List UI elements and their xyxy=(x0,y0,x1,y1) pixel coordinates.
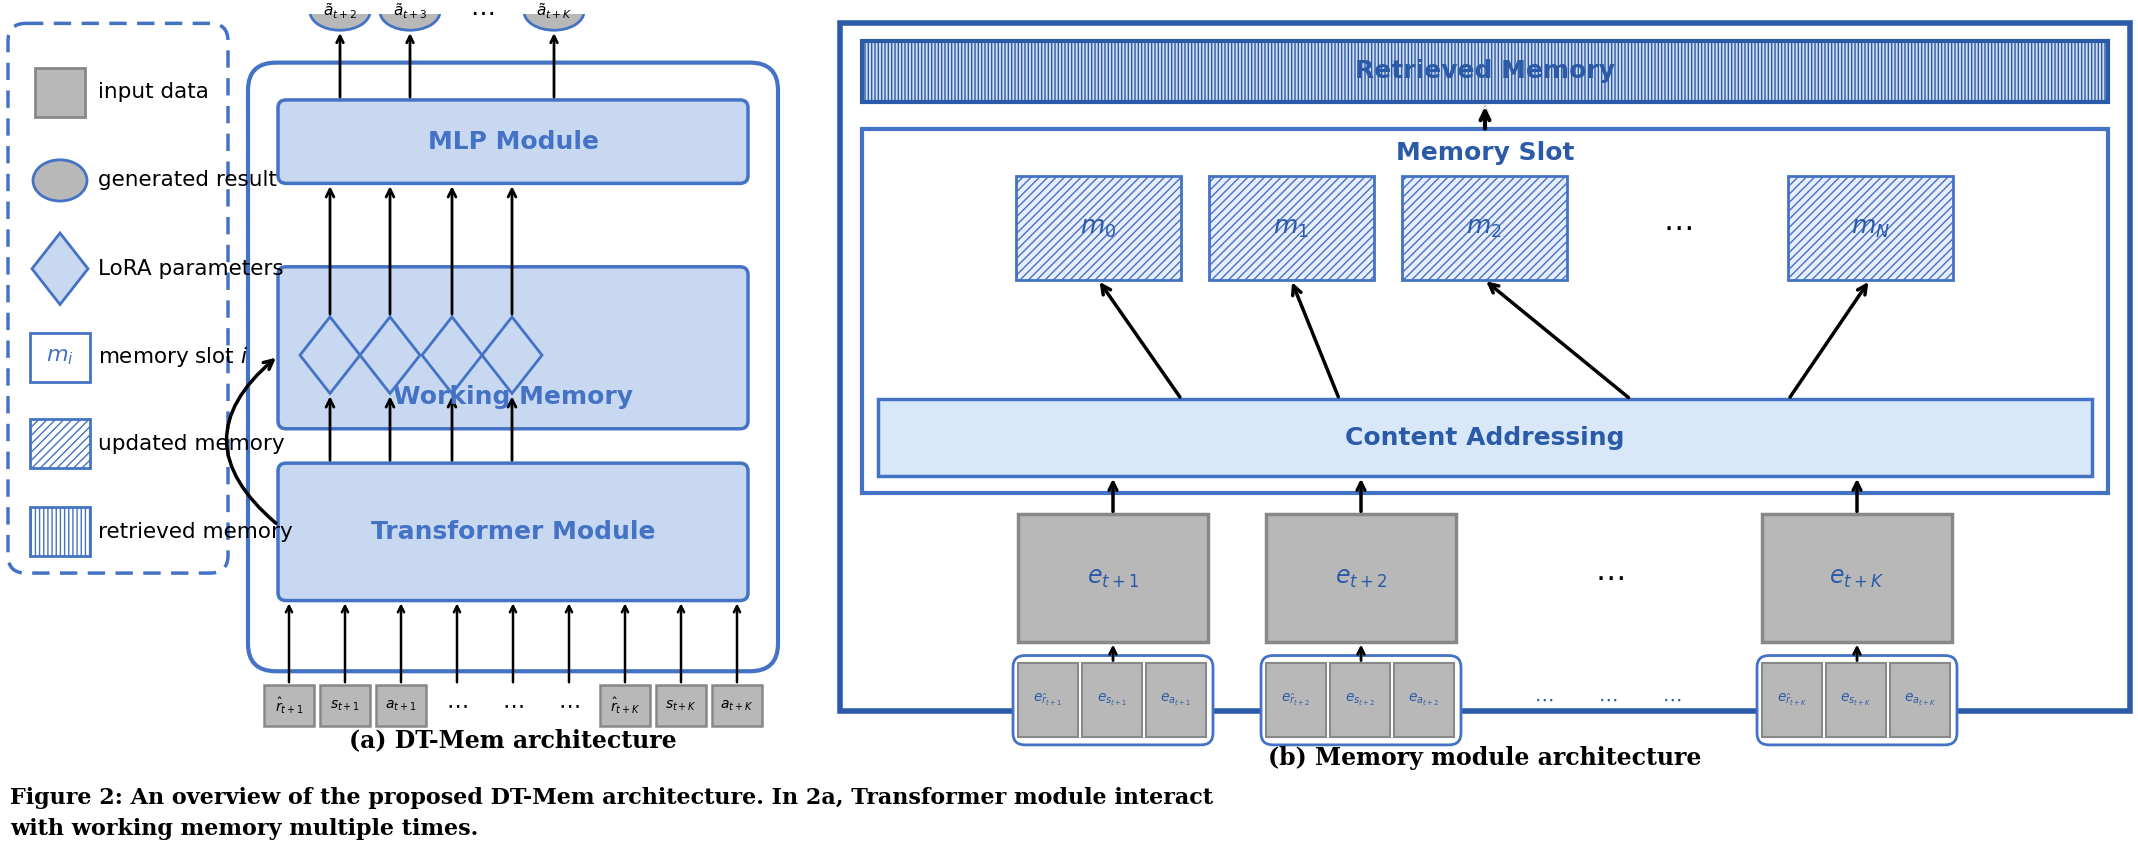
Bar xyxy=(879,399,2091,476)
Bar xyxy=(263,685,314,726)
Text: $m_i$: $m_i$ xyxy=(47,347,75,367)
Text: $e_{\hat{r}_{t+K}}$: $e_{\hat{r}_{t+K}}$ xyxy=(1777,691,1807,708)
Bar xyxy=(1266,514,1456,642)
Text: $m_N$: $m_N$ xyxy=(1852,216,1890,239)
Text: Content Addressing: Content Addressing xyxy=(1345,426,1625,449)
Text: $m_1$: $m_1$ xyxy=(1272,216,1308,239)
Text: $\cdots$: $\cdots$ xyxy=(1599,690,1618,709)
Text: $\tilde{a}_{t+K}$: $\tilde{a}_{t+K}$ xyxy=(537,2,573,21)
Text: $m_0$: $m_0$ xyxy=(1080,216,1116,239)
Text: $m_2$: $m_2$ xyxy=(1467,216,1501,239)
Text: $e_{a_{t+1}}$: $e_{a_{t+1}}$ xyxy=(1161,692,1191,708)
Text: $e_{s_{t+K}}$: $e_{s_{t+K}}$ xyxy=(1841,692,1871,708)
Text: $e_{s_{t+2}}$: $e_{s_{t+2}}$ xyxy=(1345,692,1375,708)
Text: updated memory: updated memory xyxy=(98,433,284,453)
Text: $a_{t+K}$: $a_{t+K}$ xyxy=(721,699,753,713)
Text: $\cdots$: $\cdots$ xyxy=(1535,690,1554,709)
Bar xyxy=(656,685,706,726)
Text: $e_{\hat{r}_{t+2}}$: $e_{\hat{r}_{t+2}}$ xyxy=(1281,691,1311,708)
Text: Working Memory: Working Memory xyxy=(393,386,633,409)
Bar xyxy=(1208,177,1375,279)
Bar xyxy=(1890,663,1950,737)
Bar xyxy=(30,508,90,557)
Bar xyxy=(1762,663,1822,737)
Text: (a) DT-Mem architecture: (a) DT-Mem architecture xyxy=(348,728,678,752)
Text: Figure 2: An overview of the proposed DT-Mem architecture. In 2a, Transformer mo: Figure 2: An overview of the proposed DT… xyxy=(11,787,1212,809)
FancyBboxPatch shape xyxy=(1013,656,1212,744)
Polygon shape xyxy=(421,317,481,393)
Text: $\cdots$: $\cdots$ xyxy=(470,0,494,24)
FancyBboxPatch shape xyxy=(1757,656,1956,744)
FancyBboxPatch shape xyxy=(278,463,748,601)
FancyBboxPatch shape xyxy=(248,63,778,671)
Text: $\cdots$: $\cdots$ xyxy=(1663,213,1691,242)
Text: Transformer Module: Transformer Module xyxy=(370,519,654,544)
Bar xyxy=(712,685,761,726)
Bar xyxy=(1403,177,1567,279)
Text: $e_{a_{t+2}}$: $e_{a_{t+2}}$ xyxy=(1409,692,1439,708)
Bar xyxy=(1018,514,1208,642)
Bar xyxy=(30,419,90,468)
Polygon shape xyxy=(299,317,359,393)
Bar xyxy=(30,332,90,382)
Text: $e_{t+K}$: $e_{t+K}$ xyxy=(1830,566,1884,590)
Ellipse shape xyxy=(524,0,584,30)
Text: (b) Memory module architecture: (b) Memory module architecture xyxy=(1268,745,1702,770)
Text: $\tilde{a}_{t+2}$: $\tilde{a}_{t+2}$ xyxy=(323,2,357,21)
Text: $a_{t+1}$: $a_{t+1}$ xyxy=(385,699,417,713)
Text: $e_{s_{t+1}}$: $e_{s_{t+1}}$ xyxy=(1097,692,1127,708)
Bar xyxy=(1394,663,1454,737)
Text: with working memory multiple times.: with working memory multiple times. xyxy=(11,818,479,840)
Ellipse shape xyxy=(310,0,370,30)
Bar xyxy=(34,68,86,117)
Bar xyxy=(1082,663,1142,737)
Text: $\cdots$: $\cdots$ xyxy=(1663,690,1683,709)
Text: memory slot $i$: memory slot $i$ xyxy=(98,345,248,369)
FancyBboxPatch shape xyxy=(9,24,229,573)
Bar xyxy=(1016,177,1180,279)
Bar xyxy=(1787,177,1952,279)
Text: $e_{\hat{r}_{t+1}}$: $e_{\hat{r}_{t+1}}$ xyxy=(1033,691,1063,708)
Bar xyxy=(1762,514,1952,642)
Text: $\hat{r}_{t+K}$: $\hat{r}_{t+K}$ xyxy=(609,695,639,716)
Bar xyxy=(862,41,2108,102)
Bar xyxy=(1266,663,1326,737)
Bar xyxy=(862,129,2108,492)
Text: $\tilde{a}_{t+3}$: $\tilde{a}_{t+3}$ xyxy=(393,2,428,21)
Text: input data: input data xyxy=(98,82,210,102)
FancyBboxPatch shape xyxy=(278,100,748,184)
FancyBboxPatch shape xyxy=(278,266,748,429)
Text: $e_{a_{t+K}}$: $e_{a_{t+K}}$ xyxy=(1903,692,1937,708)
Text: retrieved memory: retrieved memory xyxy=(98,522,293,541)
FancyBboxPatch shape xyxy=(1261,656,1460,744)
Bar xyxy=(601,685,650,726)
Ellipse shape xyxy=(32,160,88,201)
Text: LoRA parameters: LoRA parameters xyxy=(98,259,284,279)
Text: $\cdots$: $\cdots$ xyxy=(558,695,579,716)
Ellipse shape xyxy=(381,0,440,30)
Bar xyxy=(1018,663,1078,737)
Text: $\cdots$: $\cdots$ xyxy=(447,695,468,716)
Text: generated result: generated result xyxy=(98,170,278,190)
Text: Retrieved Memory: Retrieved Memory xyxy=(1355,59,1614,84)
Text: $s_{t+1}$: $s_{t+1}$ xyxy=(329,699,359,713)
Text: MLP Module: MLP Module xyxy=(428,129,599,154)
Polygon shape xyxy=(359,317,419,393)
Bar xyxy=(376,685,425,726)
Bar xyxy=(1330,663,1390,737)
Bar xyxy=(840,24,2129,711)
Polygon shape xyxy=(32,233,88,305)
Bar xyxy=(1146,663,1206,737)
Text: Memory Slot: Memory Slot xyxy=(1396,141,1574,165)
Bar xyxy=(321,685,370,726)
Text: $s_{t+K}$: $s_{t+K}$ xyxy=(665,699,697,713)
Text: $\cdots$: $\cdots$ xyxy=(502,695,524,716)
Text: $e_{t+1}$: $e_{t+1}$ xyxy=(1086,566,1140,590)
Text: $e_{t+2}$: $e_{t+2}$ xyxy=(1334,566,1388,590)
Text: $\cdots$: $\cdots$ xyxy=(1595,563,1623,592)
Polygon shape xyxy=(481,317,543,393)
Bar xyxy=(1826,663,1886,737)
Text: $\hat{r}_{t+1}$: $\hat{r}_{t+1}$ xyxy=(274,695,304,716)
